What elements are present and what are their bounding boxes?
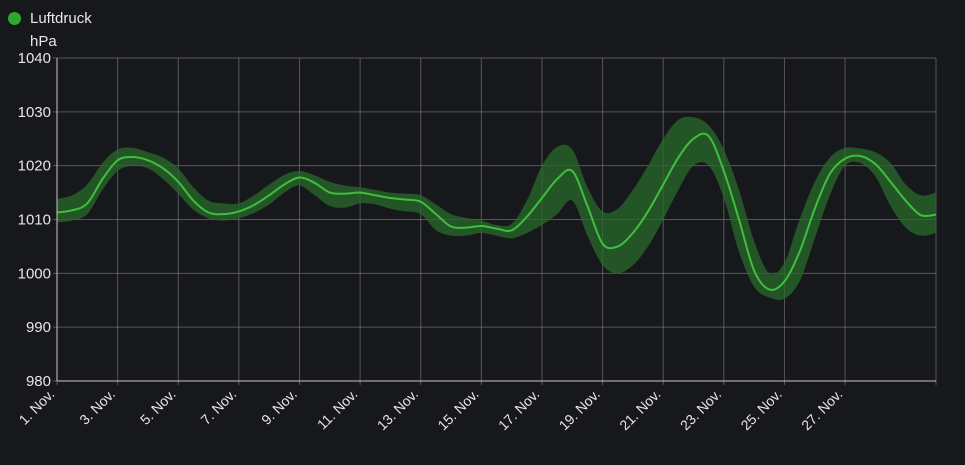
x-tick-label: 11. Nov. bbox=[314, 386, 361, 433]
grid-layer bbox=[53, 57, 937, 385]
legend-label: Luftdruck bbox=[30, 10, 92, 27]
y-tick-label: 1040 bbox=[18, 50, 51, 67]
x-tick-label: 21. Nov. bbox=[616, 386, 663, 433]
x-tick-label: 25. Nov. bbox=[737, 386, 784, 433]
confidence-band bbox=[57, 116, 936, 301]
y-tick-label: 980 bbox=[26, 373, 51, 390]
y-tick-label: 990 bbox=[26, 319, 51, 336]
x-tick-label: 15. Nov. bbox=[434, 386, 481, 433]
x-tick-label: 9. Nov. bbox=[258, 386, 300, 428]
x-tick-label: 3. Nov. bbox=[76, 386, 118, 428]
series-line bbox=[56, 132, 937, 291]
y-tick-label: 1030 bbox=[18, 104, 51, 121]
band-layer bbox=[57, 116, 936, 301]
x-tick-label: 7. Nov. bbox=[197, 386, 239, 428]
y-tick-label: 1020 bbox=[18, 158, 51, 175]
x-tick-label: 23. Nov. bbox=[677, 386, 724, 433]
legend-dot-icon bbox=[8, 12, 21, 25]
x-tick-label: 17. Nov. bbox=[495, 386, 542, 433]
x-tick-label: 19. Nov. bbox=[556, 386, 603, 433]
x-tick-label: 13. Nov. bbox=[374, 386, 421, 433]
legend[interactable]: Luftdruck bbox=[8, 10, 92, 27]
x-tick-label: 1. Nov. bbox=[16, 386, 58, 428]
x-tick-label: 5. Nov. bbox=[137, 386, 179, 428]
y-axis-unit-label: hPa bbox=[30, 33, 57, 50]
y-tick-label: 1010 bbox=[18, 212, 51, 229]
x-tick-label: 27. Nov. bbox=[798, 386, 845, 433]
y-tick-label: 1000 bbox=[18, 265, 51, 282]
line-layer bbox=[56, 132, 937, 291]
